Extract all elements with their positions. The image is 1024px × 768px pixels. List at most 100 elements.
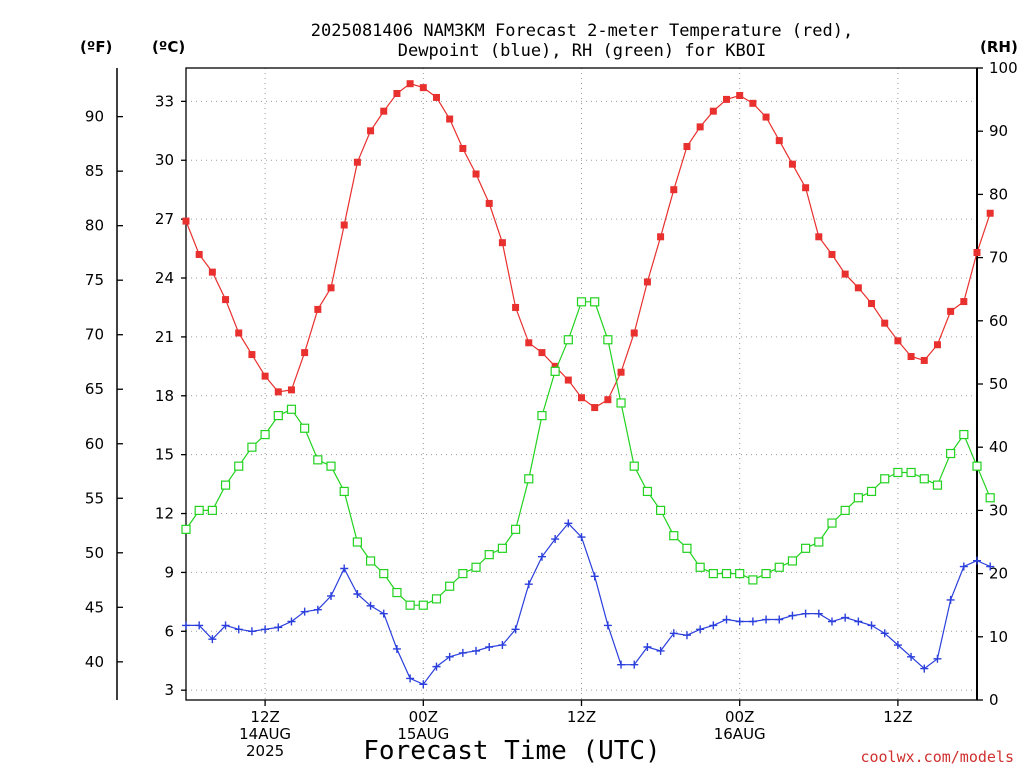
temperature-point (960, 298, 968, 306)
dewpoint-point (801, 609, 810, 618)
rh-point (365, 556, 376, 566)
temperature-point (802, 184, 810, 192)
rh-tick-label: 50 (989, 375, 1008, 393)
x-tick-label: 12Z (250, 708, 279, 726)
celsius-unit-label: (ºC) (152, 38, 185, 56)
rh-point (431, 594, 442, 604)
temperature-point (683, 143, 691, 151)
dewpoint-point (696, 625, 705, 634)
rh-point (721, 568, 732, 579)
dewpoint-point (274, 623, 283, 632)
dewpoint-point (406, 674, 415, 683)
rh-point (260, 429, 270, 440)
celsius-tick-label: 6 (164, 622, 174, 640)
dewpoint-point (300, 607, 309, 616)
rh-point (392, 587, 402, 598)
dewpoint-point (973, 556, 981, 565)
temperature-point (788, 160, 796, 168)
dewpoint-point (617, 660, 626, 669)
rh-point (827, 518, 837, 528)
dewpoint-point (261, 625, 270, 634)
dewpoint-point (419, 680, 428, 689)
dewpoint-point (472, 646, 481, 655)
rh-point (497, 543, 507, 553)
dewpoint-point (656, 646, 665, 655)
rh-tick-label: 90 (989, 122, 1008, 140)
temperature-point (248, 351, 256, 359)
temperature-point (406, 80, 414, 88)
x-tick-label: 2025 (246, 742, 284, 760)
rh-point (286, 404, 297, 414)
temperature-point (419, 84, 427, 92)
rh-point (669, 531, 679, 541)
temperature-point (617, 368, 625, 376)
dewpoint-point (195, 621, 204, 630)
dewpoint-point (986, 562, 995, 571)
celsius-tick-label: 24 (155, 269, 174, 287)
rh-point (326, 461, 336, 471)
temperature-point (274, 388, 282, 396)
temperature-point (314, 305, 322, 313)
temperature-point (762, 113, 770, 121)
dewpoint-point (630, 660, 639, 669)
temperature-series (182, 80, 994, 412)
temperature-point (868, 300, 876, 308)
rh-point (537, 411, 547, 421)
axes: 3 6 9 12 15 18 21 24 27 30 33 40 45 50 55 60 65 70 75 80 85 9… (85, 59, 1018, 760)
rh-point (220, 480, 231, 490)
temperature-point (775, 137, 783, 145)
temperature-point (512, 303, 520, 311)
rh-point (590, 297, 600, 307)
x-tick-label: 12Z (567, 708, 596, 726)
temperature-point (235, 329, 243, 337)
dewpoint-point (458, 648, 467, 657)
temperature-point (736, 91, 744, 99)
fahrenheit-tick-label: 85 (85, 162, 104, 180)
rh-point (207, 505, 217, 515)
temperature-line (185, 83, 991, 409)
dewpoint-point (643, 643, 652, 652)
temperature-point (630, 329, 638, 337)
celsius-tick-label: 18 (155, 387, 174, 405)
rh-point (682, 543, 692, 553)
temperature-point (907, 353, 915, 361)
dewpoint-point (379, 609, 388, 618)
dewpoint-point (432, 662, 441, 671)
x-tick-label: 00Z (725, 708, 754, 726)
temperature-point (643, 278, 651, 286)
celsius-tick-label: 33 (155, 92, 174, 110)
temperature-point (327, 284, 335, 292)
temperature-point (393, 90, 401, 98)
fahrenheit-tick-label: 80 (85, 217, 104, 235)
dewpoint-point (933, 654, 942, 663)
rh-point (972, 461, 982, 471)
rh-unit-label: (RH) (980, 38, 1018, 56)
temperature-point (696, 123, 704, 131)
rh-point (603, 335, 613, 345)
temperature-point (287, 386, 295, 394)
temperature-point (261, 372, 269, 380)
dewpoint-point (854, 617, 863, 626)
rh-point (471, 562, 481, 572)
rh-point (445, 581, 455, 591)
temperature-point (854, 284, 862, 292)
rh-point (300, 423, 310, 433)
dewpoint-point (920, 664, 929, 673)
dewpoint-point (537, 552, 546, 561)
temperature-point (551, 362, 559, 370)
rh-point (181, 524, 191, 534)
x-tick-label: 00Z (409, 708, 438, 726)
rh-point (695, 562, 705, 572)
temperature-point (894, 337, 902, 345)
chart-title-line-2: Dewpoint (blue), RH (green) for KBOI (398, 41, 766, 61)
rh-point (510, 524, 521, 534)
dewpoint-line (186, 522, 991, 686)
fahrenheit-tick-label: 50 (85, 544, 104, 562)
dewpoint-point (669, 629, 678, 638)
dewpoint-point (313, 605, 322, 614)
rh-point (418, 600, 428, 610)
temperature-point (881, 319, 889, 327)
rh-point (708, 568, 718, 579)
rh-point (866, 486, 877, 497)
dewpoint-point (827, 617, 836, 626)
